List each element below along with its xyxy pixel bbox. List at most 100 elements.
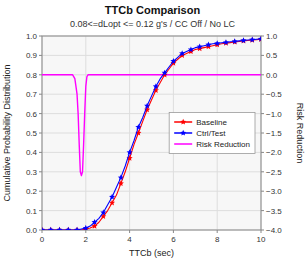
legend-label: Baseline (196, 118, 227, 127)
series-marker (232, 38, 238, 44)
series-marker (74, 227, 80, 230)
series-marker (42, 227, 45, 230)
y-tick-label: 0.5 (26, 129, 38, 138)
x-axis-label: TTCb (sec) (129, 248, 174, 258)
y2-tick-label: −2.0 (266, 148, 282, 157)
series-marker (188, 46, 194, 52)
grid-line (42, 210, 261, 211)
y-axis-label: Cumulative Probability Distribution (2, 64, 12, 201)
y-tick (39, 55, 42, 56)
legend-label: Risk Reduction (196, 140, 250, 149)
y-tick-label: 0.1 (26, 207, 38, 216)
legend-marker (180, 119, 186, 125)
y2-tick (261, 55, 264, 56)
y-tick (39, 133, 42, 134)
series-marker (170, 58, 176, 64)
y2-tick (261, 171, 264, 172)
series-marker (109, 194, 115, 200)
plot-background (42, 36, 261, 230)
y2-tick (261, 133, 264, 134)
y2-tick-label: −4.0 (266, 226, 282, 235)
grid-line (42, 191, 261, 192)
y-tick (39, 191, 42, 192)
series-marker (48, 227, 54, 230)
y2-tick-label: −3.0 (266, 187, 282, 196)
y2-tick-label: −3.5 (266, 207, 282, 216)
series-line (42, 39, 261, 230)
subtitle: 0.08<=dLopt <= 0.12 g's / CC Off / No LC (70, 19, 236, 29)
y2-axis-label: Risk Reduction (295, 103, 305, 164)
y-tick-label: 0.9 (26, 51, 38, 60)
y-tick-label: 0.6 (26, 110, 38, 119)
series-marker (56, 227, 62, 230)
y2-tick-label: −1.0 (266, 110, 282, 119)
y2-tick (261, 94, 264, 95)
legend-swatch (174, 143, 192, 145)
y2-tick-label: −1.5 (266, 129, 282, 138)
series-marker (223, 39, 229, 45)
chart: 02468100.00.10.20.30.40.50.60.70.80.91.0… (0, 0, 305, 266)
legend-label: Ctrl/Test (196, 129, 226, 138)
series-marker (56, 227, 62, 230)
series-marker (83, 225, 89, 230)
y2-tick (261, 230, 264, 231)
y-tick-label: 0.2 (26, 187, 38, 196)
series-marker (205, 42, 211, 48)
x-tick-label: 8 (215, 235, 220, 244)
y-tick-label: 0.3 (26, 168, 38, 177)
series-marker (48, 227, 54, 230)
legend: Baseline Ctrl/Test Risk Reduction (169, 113, 255, 154)
y-tick-label: 0.4 (26, 148, 38, 157)
series-marker (100, 209, 106, 215)
series-marker (179, 50, 185, 56)
series-marker (153, 83, 159, 89)
series-marker (65, 227, 71, 230)
y2-tick-label: 0.5 (266, 51, 278, 60)
x-tick (217, 230, 218, 233)
y2-tick (261, 152, 264, 153)
y-tick-label: 0.7 (26, 90, 38, 99)
series (42, 36, 261, 230)
series-marker (144, 103, 150, 109)
y2-tick (261, 113, 264, 114)
legend-marker (180, 130, 186, 136)
series-marker (162, 70, 168, 76)
series-marker (65, 227, 71, 230)
x-tick (173, 230, 174, 233)
title: TTCb Comparison (105, 4, 201, 16)
series-line (42, 75, 261, 176)
x-tick (129, 230, 130, 233)
y2-tick-label: 0.0 (266, 71, 278, 80)
series-marker (135, 124, 141, 130)
y2-tick (261, 74, 264, 75)
x-tick-label: 6 (171, 235, 176, 244)
series-line (42, 39, 261, 230)
y2-tick (261, 210, 264, 211)
y2-tick-label: −0.5 (266, 90, 282, 99)
series-marker (240, 37, 246, 43)
series-marker (127, 149, 133, 155)
y2-tick-label: 1.0 (266, 32, 278, 41)
grid (42, 36, 261, 230)
y-tick (39, 74, 42, 75)
y-tick (39, 230, 42, 231)
series (42, 36, 261, 230)
series-marker (214, 40, 220, 46)
grid-line (42, 94, 261, 95)
y2-tick-label: −2.5 (266, 168, 282, 177)
y-tick (39, 94, 42, 95)
series (42, 75, 261, 176)
plot-frame (42, 36, 261, 230)
x-tick-label: 4 (127, 235, 132, 244)
x-tick-label: 0 (40, 235, 45, 244)
series-marker (74, 227, 80, 230)
y-tick (39, 113, 42, 114)
legend-box (169, 113, 255, 154)
series-marker (258, 36, 261, 42)
x-tick-label: 2 (84, 235, 89, 244)
series-marker (249, 36, 255, 42)
y-tick (39, 152, 42, 153)
y-tick (39, 36, 42, 37)
grid-line (42, 171, 261, 172)
series-marker (83, 226, 89, 230)
